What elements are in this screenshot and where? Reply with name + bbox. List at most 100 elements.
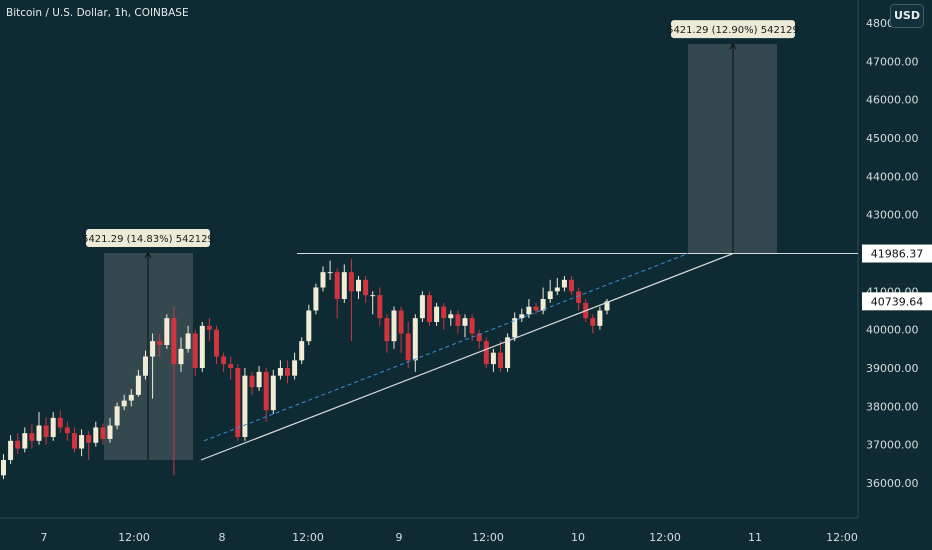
candle-body [57, 417, 63, 428]
candle-body [576, 291, 582, 303]
candle-body [249, 375, 255, 388]
symbol-title: Bitcoin / U.S. Dollar, 1h, COINBASE [6, 7, 189, 19]
y-tick-label: 38000.00 [866, 400, 919, 413]
candle-body [100, 427, 106, 439]
y-tick-label: 37000.00 [866, 439, 919, 452]
candle-body [214, 329, 219, 357]
price-label-bg [862, 244, 932, 263]
measure-label: 5421.29 (12.90%) 542129 [667, 25, 799, 36]
candle-body [370, 295, 376, 297]
candle-body [306, 310, 312, 342]
x-tick-label: 12:00 [472, 531, 504, 544]
candle-body [554, 287, 560, 292]
y-tick-label: 45000.00 [866, 132, 919, 145]
candle-body [29, 433, 35, 441]
candle-body [427, 295, 432, 322]
trend-line [200, 252, 734, 461]
candle-body [72, 433, 77, 449]
candle-body [143, 356, 148, 376]
candle-body [327, 272, 333, 274]
candle-body [498, 352, 503, 368]
candle-body [15, 440, 21, 449]
candle-body [43, 425, 49, 437]
candle-body [377, 295, 383, 319]
candle-body [277, 368, 283, 376]
candle-body [121, 400, 127, 407]
x-tick-label: 12:00 [118, 531, 150, 544]
candle-body [107, 425, 113, 439]
x-tick-label: 8 [219, 531, 226, 544]
price-labels: 41986.37 40739.64 [862, 244, 932, 311]
x-tick-label: 12:00 [826, 531, 858, 544]
candle-body [405, 333, 411, 361]
candle-body [164, 318, 170, 345]
candle-body [36, 425, 42, 441]
candle-body [448, 314, 454, 319]
y-tick-label: 44000.00 [866, 170, 919, 183]
measure-arrow-head [729, 43, 737, 50]
candle-body [604, 301, 610, 311]
candle-body [490, 352, 496, 365]
candle-body [292, 360, 298, 376]
candle-body [86, 435, 92, 443]
candle-body [441, 306, 447, 319]
candle-body [206, 325, 212, 330]
candle-body [483, 341, 489, 365]
currency-button[interactable]: USD [890, 4, 924, 28]
candle-body [263, 371, 269, 411]
x-tick-label: 10 [571, 531, 585, 544]
price-label: 41986.37 [871, 248, 924, 261]
dashed-trend-line [203, 253, 689, 442]
y-tick-label: 36000.00 [866, 477, 919, 490]
candle-body [597, 310, 603, 326]
candle-body [8, 440, 14, 460]
y-tick-label: 40000.00 [866, 324, 919, 337]
price-label-bg [862, 292, 932, 311]
candle-body [341, 272, 347, 299]
candle-body [228, 364, 234, 368]
y-tick-label: 46000.00 [866, 94, 919, 107]
candle-body [270, 375, 276, 411]
candle-body [93, 427, 99, 443]
candle-body [185, 333, 191, 349]
y-tick-label: 43000.00 [866, 209, 919, 222]
candle-body [569, 279, 574, 292]
candle-body [561, 279, 567, 288]
candle-body [157, 341, 163, 345]
candle-body [526, 306, 532, 315]
candle-body [519, 314, 525, 319]
candle-body [334, 272, 340, 299]
candle-body [1, 460, 6, 476]
candle-body [242, 375, 248, 437]
y-axis: 36000.00 37000.00 38000.00 39000.00 40000.00… [866, 17, 919, 490]
candle-body [469, 318, 475, 334]
x-tick-label: 11 [748, 531, 762, 544]
candle-body [299, 341, 305, 361]
candle-body [419, 295, 425, 319]
candle-body [221, 356, 227, 365]
candle-body [256, 371, 262, 388]
candle-body [348, 272, 354, 292]
measure-arrow-head [144, 252, 152, 259]
candle-body [235, 368, 241, 437]
x-axis: 7 12:00 8 12:00 9 12:00 10 12:00 11 12:00 [41, 531, 858, 544]
measure-label: 5421.29 (14.83%) 542129 [82, 234, 214, 245]
candle-body [199, 325, 205, 368]
candle-body [22, 433, 28, 449]
candle-body [512, 318, 518, 338]
candle-body [434, 306, 440, 322]
candle-body [313, 287, 319, 311]
candle-body [285, 368, 290, 376]
candle-body [462, 318, 468, 326]
candle-body [412, 318, 418, 361]
candle-body [384, 318, 390, 342]
x-tick-label: 9 [396, 531, 403, 544]
candle-body [540, 299, 546, 311]
drawings [200, 252, 858, 461]
candle-body [79, 435, 85, 449]
x-tick-label: 12:00 [649, 531, 681, 544]
price-label: 40739.64 [871, 295, 924, 308]
candle-body [476, 333, 482, 342]
